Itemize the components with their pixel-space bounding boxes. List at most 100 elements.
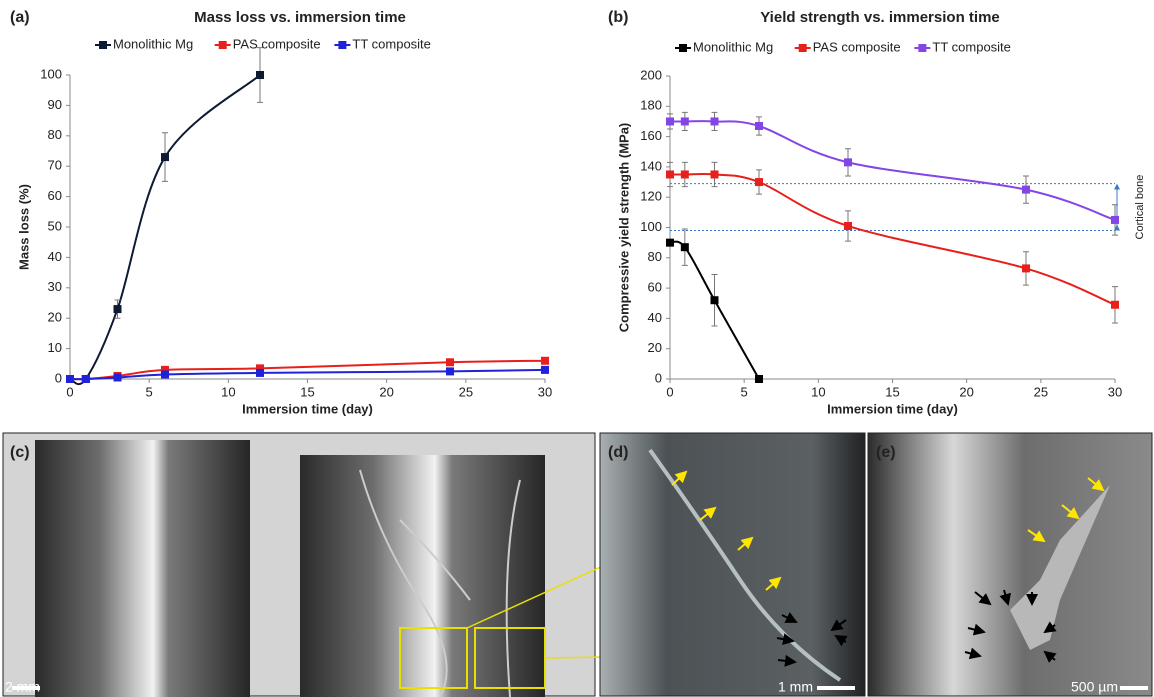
- x-tick-label: 25: [1034, 384, 1048, 399]
- legend-label: TT composite: [932, 39, 1011, 54]
- legend-label: PAS composite: [233, 36, 321, 51]
- figure: (c) (d) (e) 2 mm 1 mm 500 µm (a) Mass los…: [0, 0, 1154, 697]
- series-line: [70, 75, 260, 384]
- scale-bar: [817, 686, 855, 690]
- x-tick-label: 10: [221, 384, 235, 399]
- data-point: [114, 305, 122, 313]
- x-tick-label: 10: [811, 384, 825, 399]
- legend-marker: [219, 41, 227, 49]
- data-point: [666, 239, 674, 247]
- legend-label: Monolithic Mg: [693, 39, 773, 54]
- y-tick-label: 120: [640, 189, 662, 204]
- y-tick-label: 200: [640, 67, 662, 82]
- y-axis-label: Mass loss (%): [16, 184, 31, 270]
- data-point: [541, 366, 549, 374]
- reference-label: Cortical bone: [1134, 175, 1146, 240]
- x-axis-label: Immersion time (day): [242, 401, 373, 416]
- data-point: [681, 170, 689, 178]
- legend-marker: [799, 44, 807, 52]
- x-tick-label: 20: [959, 384, 973, 399]
- y-tick-label: 20: [48, 310, 62, 325]
- x-tick-label: 15: [885, 384, 899, 399]
- photo-e: [868, 433, 1152, 696]
- data-point: [1022, 186, 1030, 194]
- data-point: [161, 370, 169, 378]
- x-tick-label: 0: [66, 384, 73, 399]
- y-axis-label: Compressive yield strength (MPa): [616, 123, 631, 333]
- photo-panels: (c) (d) (e) 2 mm 1 mm 500 µm: [3, 433, 1152, 697]
- data-point: [711, 117, 719, 125]
- series-line: [670, 121, 1115, 220]
- y-tick-label: 70: [48, 158, 62, 173]
- scale-label: 1 mm: [778, 679, 813, 695]
- legend-label: Monolithic Mg: [113, 36, 193, 51]
- x-tick-label: 5: [146, 384, 153, 399]
- legend-marker: [99, 41, 107, 49]
- data-point: [256, 369, 264, 377]
- data-point: [66, 375, 74, 383]
- x-tick-label: 15: [300, 384, 314, 399]
- series-line: [670, 174, 1115, 305]
- data-point: [755, 375, 763, 383]
- y-tick-label: 40: [48, 249, 62, 264]
- y-tick-label: 30: [48, 279, 62, 294]
- data-point: [844, 222, 852, 230]
- legend-marker: [338, 41, 346, 49]
- panel-label: (e): [876, 444, 896, 461]
- data-point: [114, 373, 122, 381]
- data-point: [446, 358, 454, 366]
- y-tick-label: 80: [648, 249, 662, 264]
- y-tick-label: 10: [48, 340, 62, 355]
- data-point: [1022, 264, 1030, 272]
- legend-label: PAS composite: [813, 39, 901, 54]
- data-point: [681, 243, 689, 251]
- y-tick-label: 180: [640, 98, 662, 113]
- scale-label: 500 µm: [1071, 679, 1118, 695]
- y-tick-label: 100: [640, 219, 662, 234]
- data-point: [541, 357, 549, 365]
- data-point: [681, 117, 689, 125]
- data-point: [711, 170, 719, 178]
- data-point: [256, 71, 264, 79]
- x-axis-label: Immersion time (day): [827, 401, 958, 416]
- x-tick-label: 20: [379, 384, 393, 399]
- panel-label: (d): [608, 444, 628, 461]
- chart-title: Yield strength vs. immersion time: [760, 9, 1000, 26]
- data-point: [82, 375, 90, 383]
- cylinder: [35, 440, 250, 697]
- y-tick-label: 80: [48, 127, 62, 142]
- y-tick-label: 50: [48, 218, 62, 233]
- scale-bar: [1120, 686, 1148, 690]
- x-tick-label: 30: [538, 384, 552, 399]
- y-tick-label: 0: [655, 370, 662, 385]
- data-point: [711, 296, 719, 304]
- data-point: [666, 117, 674, 125]
- photo-d: [600, 433, 865, 696]
- y-tick-label: 0: [55, 370, 62, 385]
- x-tick-label: 25: [459, 384, 473, 399]
- panel-label: (c): [10, 444, 30, 461]
- x-tick-label: 5: [741, 384, 748, 399]
- data-point: [1111, 301, 1119, 309]
- x-tick-label: 30: [1108, 384, 1122, 399]
- y-tick-label: 100: [40, 66, 62, 81]
- y-tick-label: 90: [48, 97, 62, 112]
- panel-label: (a): [10, 9, 30, 26]
- panel-label: (b): [608, 9, 628, 26]
- chart-title: Mass loss vs. immersion time: [194, 9, 406, 26]
- y-tick-label: 20: [648, 340, 662, 355]
- data-point: [446, 367, 454, 375]
- legend-label: TT composite: [352, 36, 431, 51]
- data-point: [1111, 216, 1119, 224]
- data-point: [666, 170, 674, 178]
- data-point: [161, 153, 169, 161]
- data-point: [755, 178, 763, 186]
- zoom-line: [545, 657, 605, 658]
- y-tick-label: 160: [640, 128, 662, 143]
- scale-label: 2 mm: [5, 679, 40, 695]
- legend-marker: [679, 44, 687, 52]
- legend-marker: [918, 44, 926, 52]
- y-tick-label: 140: [640, 158, 662, 173]
- y-tick-label: 60: [648, 280, 662, 295]
- data-point: [755, 122, 763, 130]
